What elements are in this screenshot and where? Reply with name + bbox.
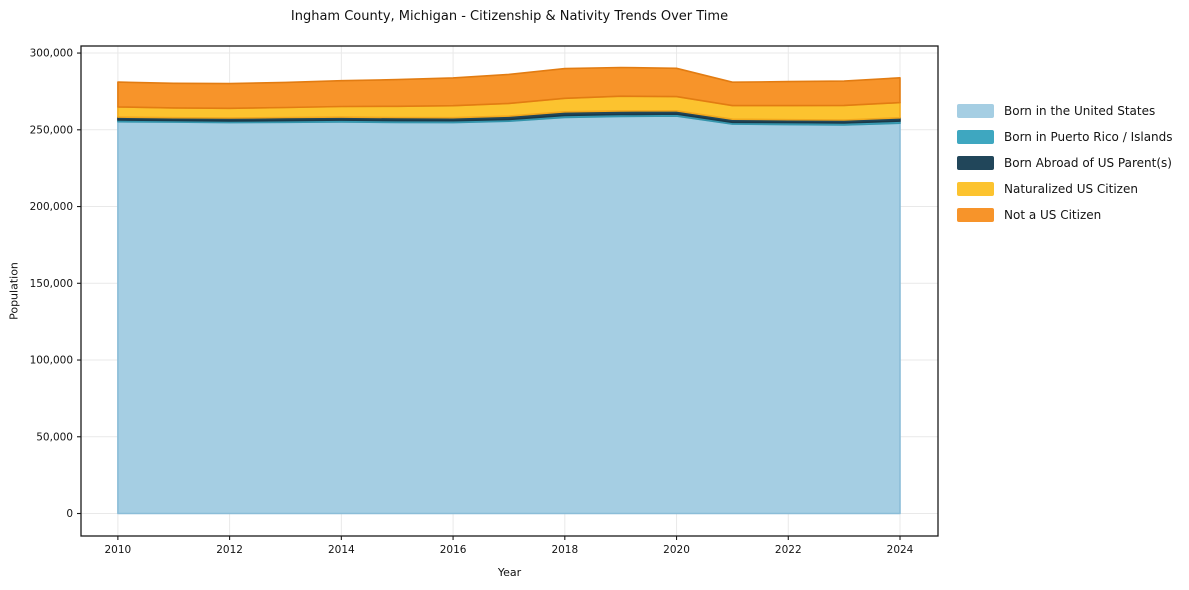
y-tick-label: 150,000 [30,278,73,290]
legend-swatch [957,104,994,118]
legend-swatch [957,156,994,170]
legend-label: Born in Puerto Rico / Islands [1004,130,1173,144]
legend-label: Born in the United States [1004,104,1156,118]
x-tick-label: 2014 [328,544,355,556]
chart-title: Ingham County, Michigan - Citizenship & … [290,9,729,24]
legend-label: Naturalized US Citizen [1004,182,1138,196]
legend-item: Born in Puerto Rico / Islands [957,130,1173,144]
x-axis-label: Year [497,566,522,579]
y-tick-label: 200,000 [30,201,73,213]
legend-item: Born in the United States [957,104,1173,118]
area-born-in-the-united-states [117,115,901,515]
x-tick-label: 2018 [551,544,578,556]
legend-item: Born Abroad of US Parent(s) [957,156,1173,170]
x-tick-label: 2022 [775,544,802,556]
legend-item: Not a US Citizen [957,208,1173,222]
x-tick-label: 2016 [440,544,467,556]
legend-item: Naturalized US Citizen [957,182,1173,196]
y-tick-label: 0 [66,508,73,520]
legend-swatch [957,182,994,196]
x-tick-label: 2010 [105,544,132,556]
y-tick-label: 50,000 [36,431,73,443]
legend-swatch [957,130,994,144]
x-tick-label: 2012 [216,544,243,556]
x-tick-label: 2024 [887,544,914,556]
y-tick-label: 300,000 [30,48,73,60]
legend: Born in the United States Born in Puerto … [957,104,1173,222]
x-tick-label: 2020 [663,544,690,556]
y-tick-label: 250,000 [30,124,73,136]
y-tick-label: 100,000 [30,355,73,367]
legend-swatch [957,208,994,222]
legend-label: Born Abroad of US Parent(s) [1004,156,1172,170]
plot-border [80,45,939,537]
area-not-a-us-citizen [117,66,901,110]
legend-label: Not a US Citizen [1004,208,1102,222]
